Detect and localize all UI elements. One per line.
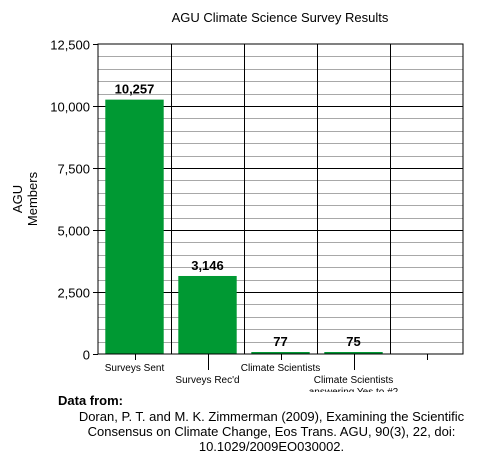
x-tick-label: Surveys Rec'd xyxy=(175,375,239,386)
y-tick-label: 12,500 xyxy=(50,38,90,53)
y-axis-label-line: AGU xyxy=(10,185,25,213)
source-heading: Data from: xyxy=(58,393,124,408)
y-axis-ticks: 0 2,500 5,000 7,500 10,000 12,500 xyxy=(50,38,98,363)
y-tick-label: 0 xyxy=(83,348,90,363)
x-tick-label: Climate Scientists xyxy=(241,363,320,374)
source-line: 10.1029/2009EO030002. xyxy=(198,439,345,454)
bar xyxy=(105,99,164,354)
data-label: 77 xyxy=(273,334,287,349)
bars xyxy=(105,99,383,354)
x-tick-label: Surveys Sent xyxy=(105,363,165,374)
y-axis-label: AGU Members xyxy=(10,171,40,226)
y-axis-label-line: Members xyxy=(25,171,40,226)
y-tick-label: 10,000 xyxy=(50,100,90,115)
x-tick-label: answering Yes to #2 xyxy=(309,387,399,392)
bar xyxy=(324,352,383,354)
y-tick-label: 7,500 xyxy=(57,162,90,177)
bar-chart: AGU Climate Science Survey Results 10,25… xyxy=(10,10,464,392)
vertical-gridlines xyxy=(171,44,391,354)
data-label: 3,146 xyxy=(191,258,224,273)
y-tick-label: 2,500 xyxy=(57,286,90,301)
data-labels: 10,257 3,146 77 75 xyxy=(115,82,361,349)
bar xyxy=(251,352,310,354)
data-label: 10,257 xyxy=(115,82,155,97)
bar xyxy=(178,275,237,354)
chart-title: AGU Climate Science Survey Results xyxy=(172,10,389,25)
source-line: Doran, P. T. and M. K. Zimmerman (2009),… xyxy=(78,409,465,424)
x-tick-label: Climate Scientists xyxy=(314,375,393,386)
source-line: Consensus on Climate Change, Eos Trans. … xyxy=(87,424,456,439)
plot-area-border xyxy=(97,43,464,355)
y-tick-label: 5,000 xyxy=(57,224,90,239)
data-label: 75 xyxy=(346,334,360,349)
